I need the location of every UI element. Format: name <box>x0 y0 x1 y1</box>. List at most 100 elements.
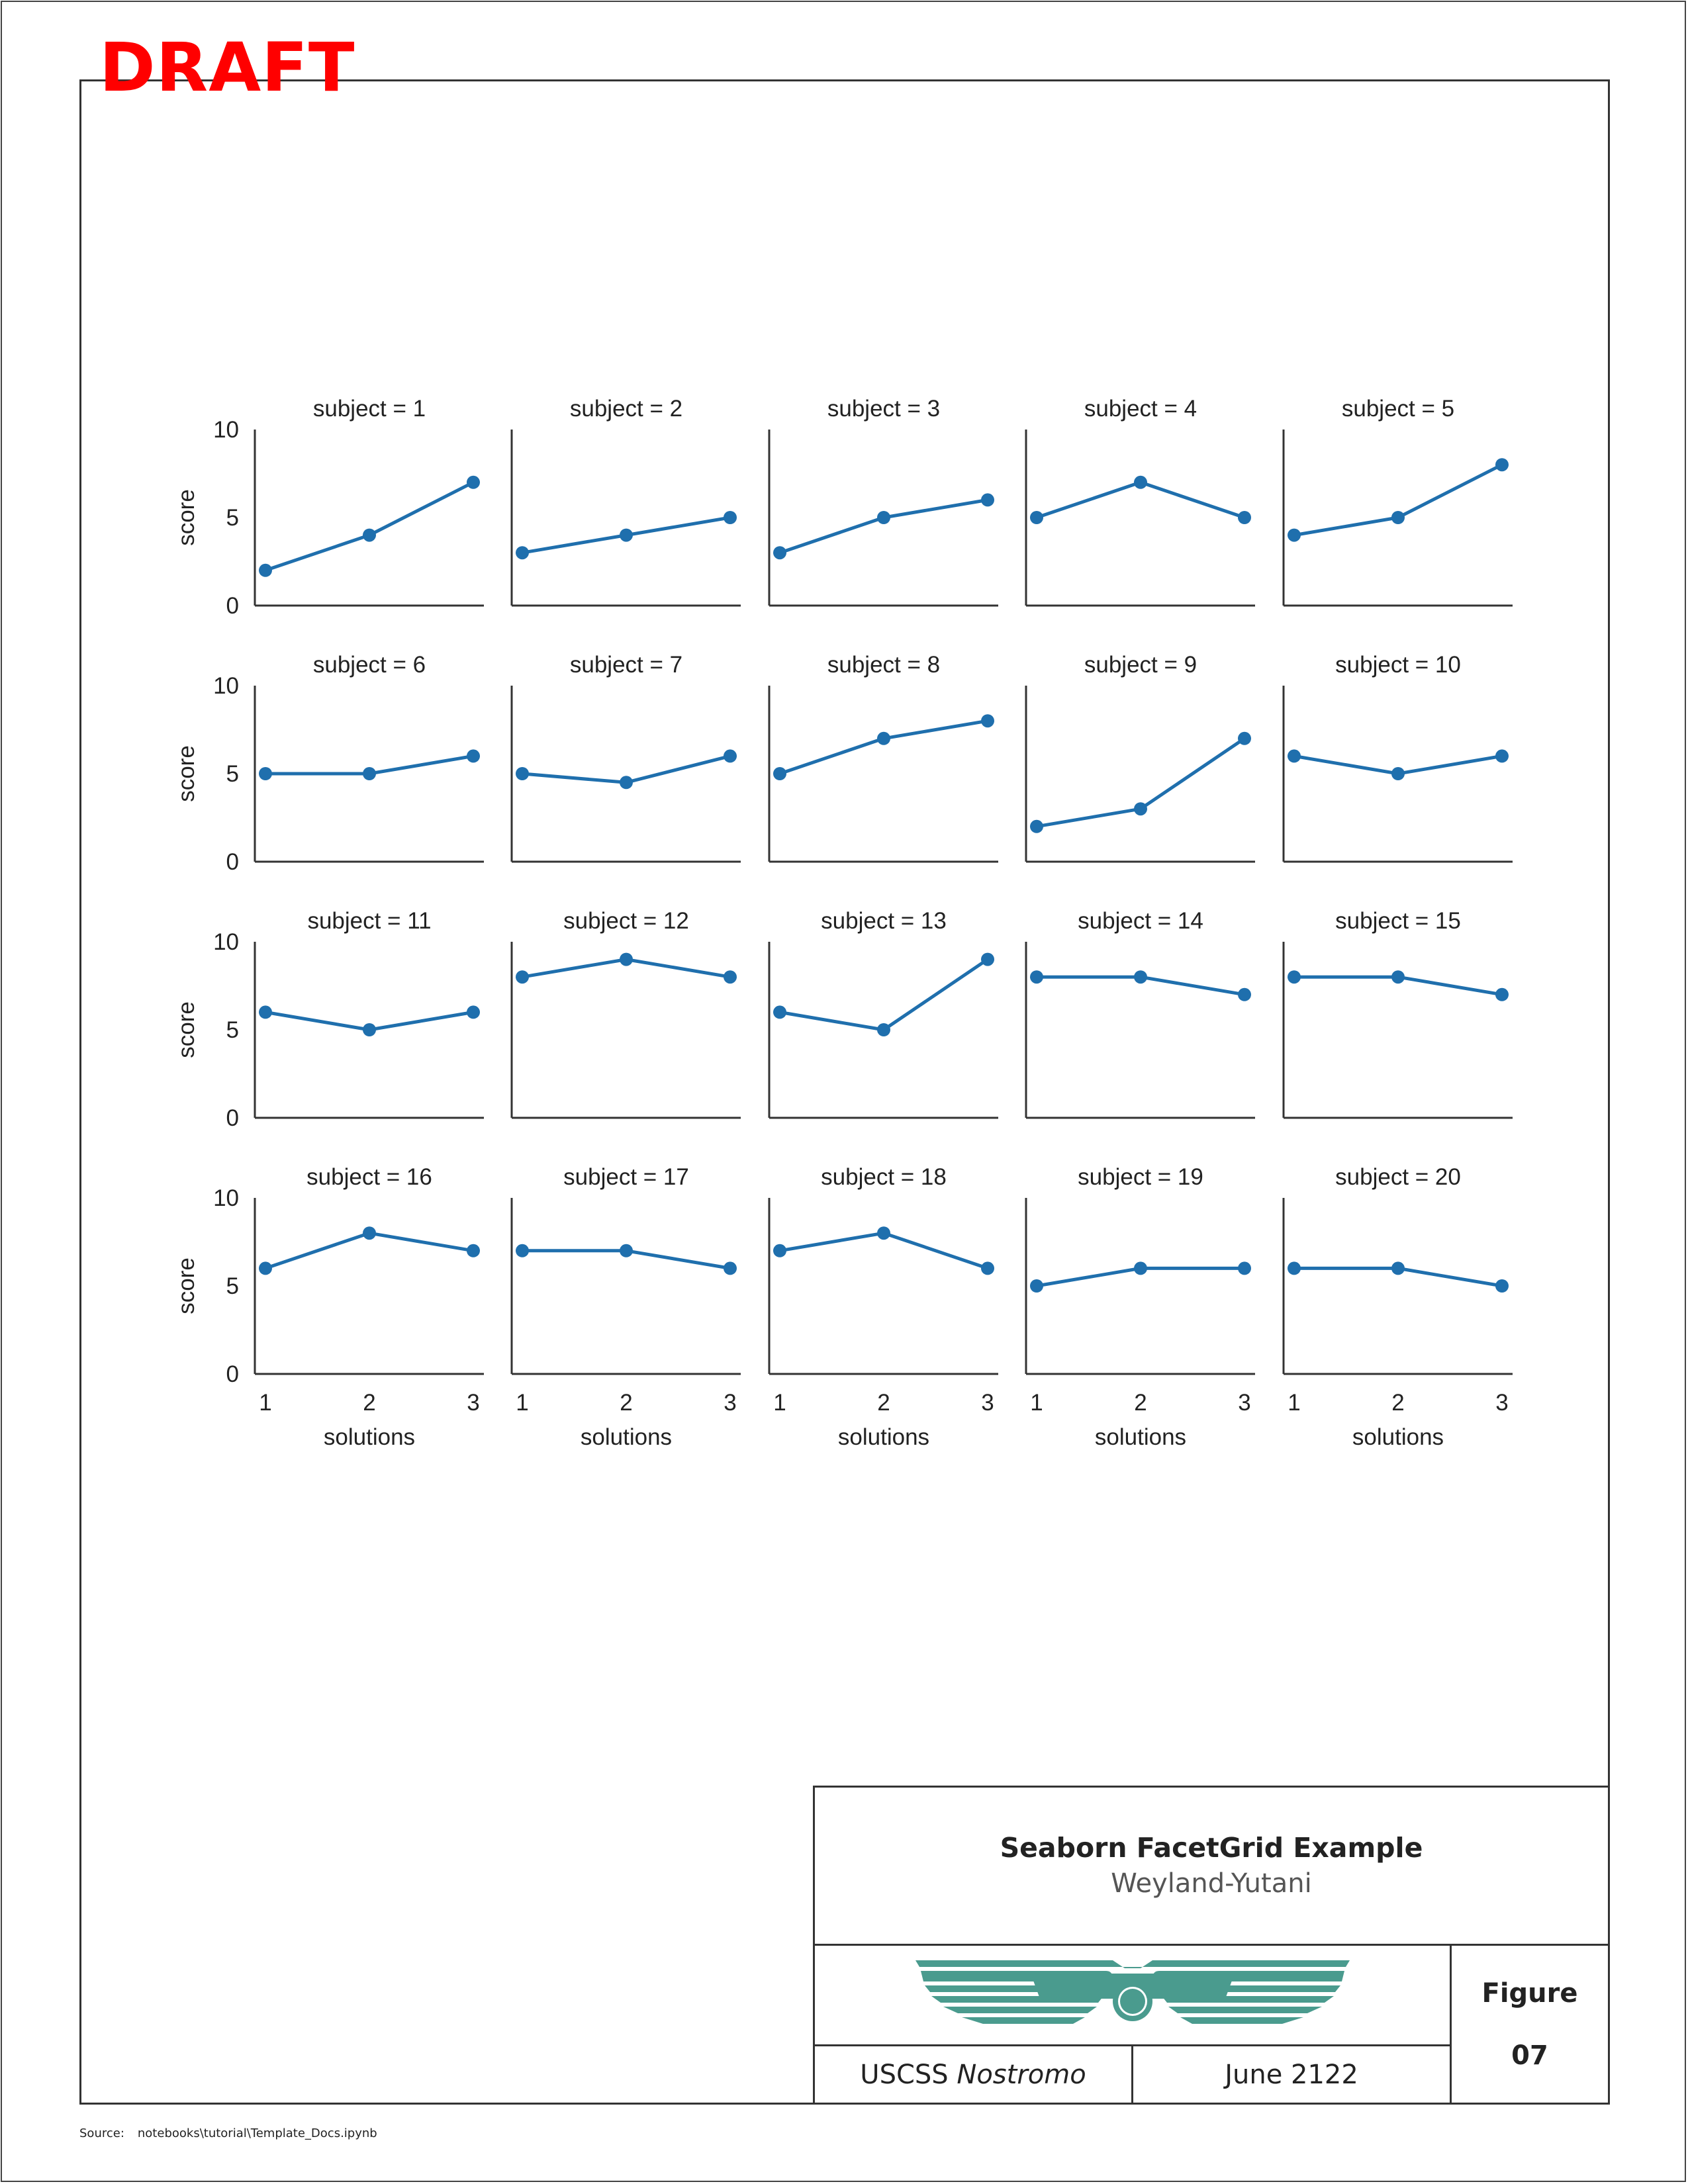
data-point <box>516 1244 529 1257</box>
x-tick-label: 2 <box>1134 1390 1147 1416</box>
draft-watermark: DRAFT <box>99 28 355 107</box>
data-point <box>363 767 376 780</box>
data-point <box>1391 511 1405 524</box>
y-axis-label: score <box>173 1257 199 1314</box>
data-point <box>877 511 890 524</box>
y-tick-label: 0 <box>226 1105 239 1131</box>
x-axis-label: solutions <box>838 1424 929 1450</box>
facet-title: subject = 10 <box>1335 652 1461 678</box>
data-point <box>1288 528 1301 542</box>
y-tick-label: 0 <box>226 593 239 619</box>
y-axis-label: score <box>173 745 199 802</box>
data-point <box>877 731 890 745</box>
title-block-title-cell: Seaborn FacetGrid Example Weyland-Yutani <box>813 1786 1610 1946</box>
data-point <box>259 1005 272 1019</box>
data-point <box>877 1023 890 1036</box>
x-tick-label: 1 <box>773 1390 786 1416</box>
data-point <box>773 1244 786 1257</box>
x-axis-label: solutions <box>1095 1424 1186 1450</box>
facet-title: subject = 5 <box>1342 396 1454 422</box>
data-point <box>363 1226 376 1240</box>
y-tick-label: 5 <box>226 761 239 787</box>
data-point <box>773 546 786 560</box>
x-tick-label: 2 <box>877 1390 890 1416</box>
data-point <box>724 970 737 984</box>
data-point <box>467 475 480 489</box>
data-point <box>1495 458 1509 472</box>
data-point <box>1288 749 1301 763</box>
y-axis-label: score <box>173 489 199 546</box>
x-tick-label: 3 <box>467 1390 479 1416</box>
x-tick-label: 3 <box>1238 1390 1250 1416</box>
data-point <box>363 528 376 542</box>
y-tick-label: 10 <box>213 929 239 955</box>
x-tick-label: 3 <box>724 1390 736 1416</box>
data-point <box>620 1244 633 1257</box>
data-point <box>363 1023 376 1036</box>
x-tick-label: 2 <box>363 1390 375 1416</box>
facet-title: subject = 14 <box>1078 908 1203 934</box>
y-tick-label: 10 <box>213 1185 239 1211</box>
series-line <box>1293 463 1503 537</box>
data-point <box>467 1244 480 1257</box>
data-point <box>467 1005 480 1019</box>
data-point <box>620 528 633 542</box>
data-point <box>1495 749 1509 763</box>
x-tick-label: 3 <box>1495 1390 1508 1416</box>
data-point <box>773 1005 786 1019</box>
data-point <box>1238 987 1251 1001</box>
data-point <box>1495 987 1509 1001</box>
data-point <box>724 511 737 524</box>
x-tick-label: 1 <box>259 1390 271 1416</box>
series-line <box>779 719 988 776</box>
ship-name: Nostromo <box>957 2059 1086 2090</box>
data-point <box>981 493 994 507</box>
facet-title: subject = 7 <box>570 652 682 678</box>
data-point <box>1134 970 1147 984</box>
title-block-logo-cell <box>813 1944 1452 2046</box>
data-point <box>516 970 529 984</box>
data-point <box>1238 1261 1251 1275</box>
data-point <box>877 1226 890 1240</box>
data-point <box>724 1261 737 1275</box>
y-axis-label: score <box>173 1001 199 1058</box>
data-point <box>259 1261 272 1275</box>
data-point <box>724 749 737 763</box>
data-point <box>516 546 529 560</box>
weyland-yutani-wings-logo-icon <box>915 1960 1350 2024</box>
data-point <box>1391 970 1405 984</box>
data-point <box>467 749 480 763</box>
facet-title: subject = 16 <box>306 1164 432 1190</box>
data-point <box>1391 767 1405 780</box>
data-point <box>1238 511 1251 524</box>
facet-title: subject = 4 <box>1084 396 1197 422</box>
x-axis-label: solutions <box>324 1424 415 1450</box>
title-block-date-cell: June 2122 <box>1131 2044 1452 2105</box>
x-tick-label: 1 <box>1030 1390 1043 1416</box>
source-line: Source: notebooks\tutorial\Template_Docs.… <box>79 2126 377 2140</box>
x-tick-label: 1 <box>1288 1390 1300 1416</box>
facet-title: subject = 6 <box>313 652 426 678</box>
facet-title: subject = 19 <box>1078 1164 1203 1190</box>
data-point <box>773 767 786 780</box>
x-tick-label: 2 <box>1391 1390 1404 1416</box>
source-label: Source: <box>79 2126 124 2140</box>
ship-prefix: USCSS <box>860 2059 949 2090</box>
facet-title: subject = 11 <box>307 908 431 934</box>
x-tick-label: 3 <box>981 1390 994 1416</box>
data-point <box>259 563 272 577</box>
facet-title: subject = 9 <box>1084 652 1197 678</box>
facet-title: subject = 2 <box>570 396 682 422</box>
facet-title: subject = 13 <box>821 908 947 934</box>
source-path: notebooks\tutorial\Template_Docs.ipynb <box>137 2126 377 2140</box>
data-point <box>1134 475 1147 489</box>
x-tick-label: 2 <box>620 1390 632 1416</box>
data-point <box>1288 970 1301 984</box>
data-point <box>1288 1261 1301 1275</box>
data-point <box>1134 1261 1147 1275</box>
data-point <box>981 1261 994 1275</box>
y-tick-label: 0 <box>226 1361 239 1387</box>
facet-title: subject = 12 <box>563 908 689 934</box>
